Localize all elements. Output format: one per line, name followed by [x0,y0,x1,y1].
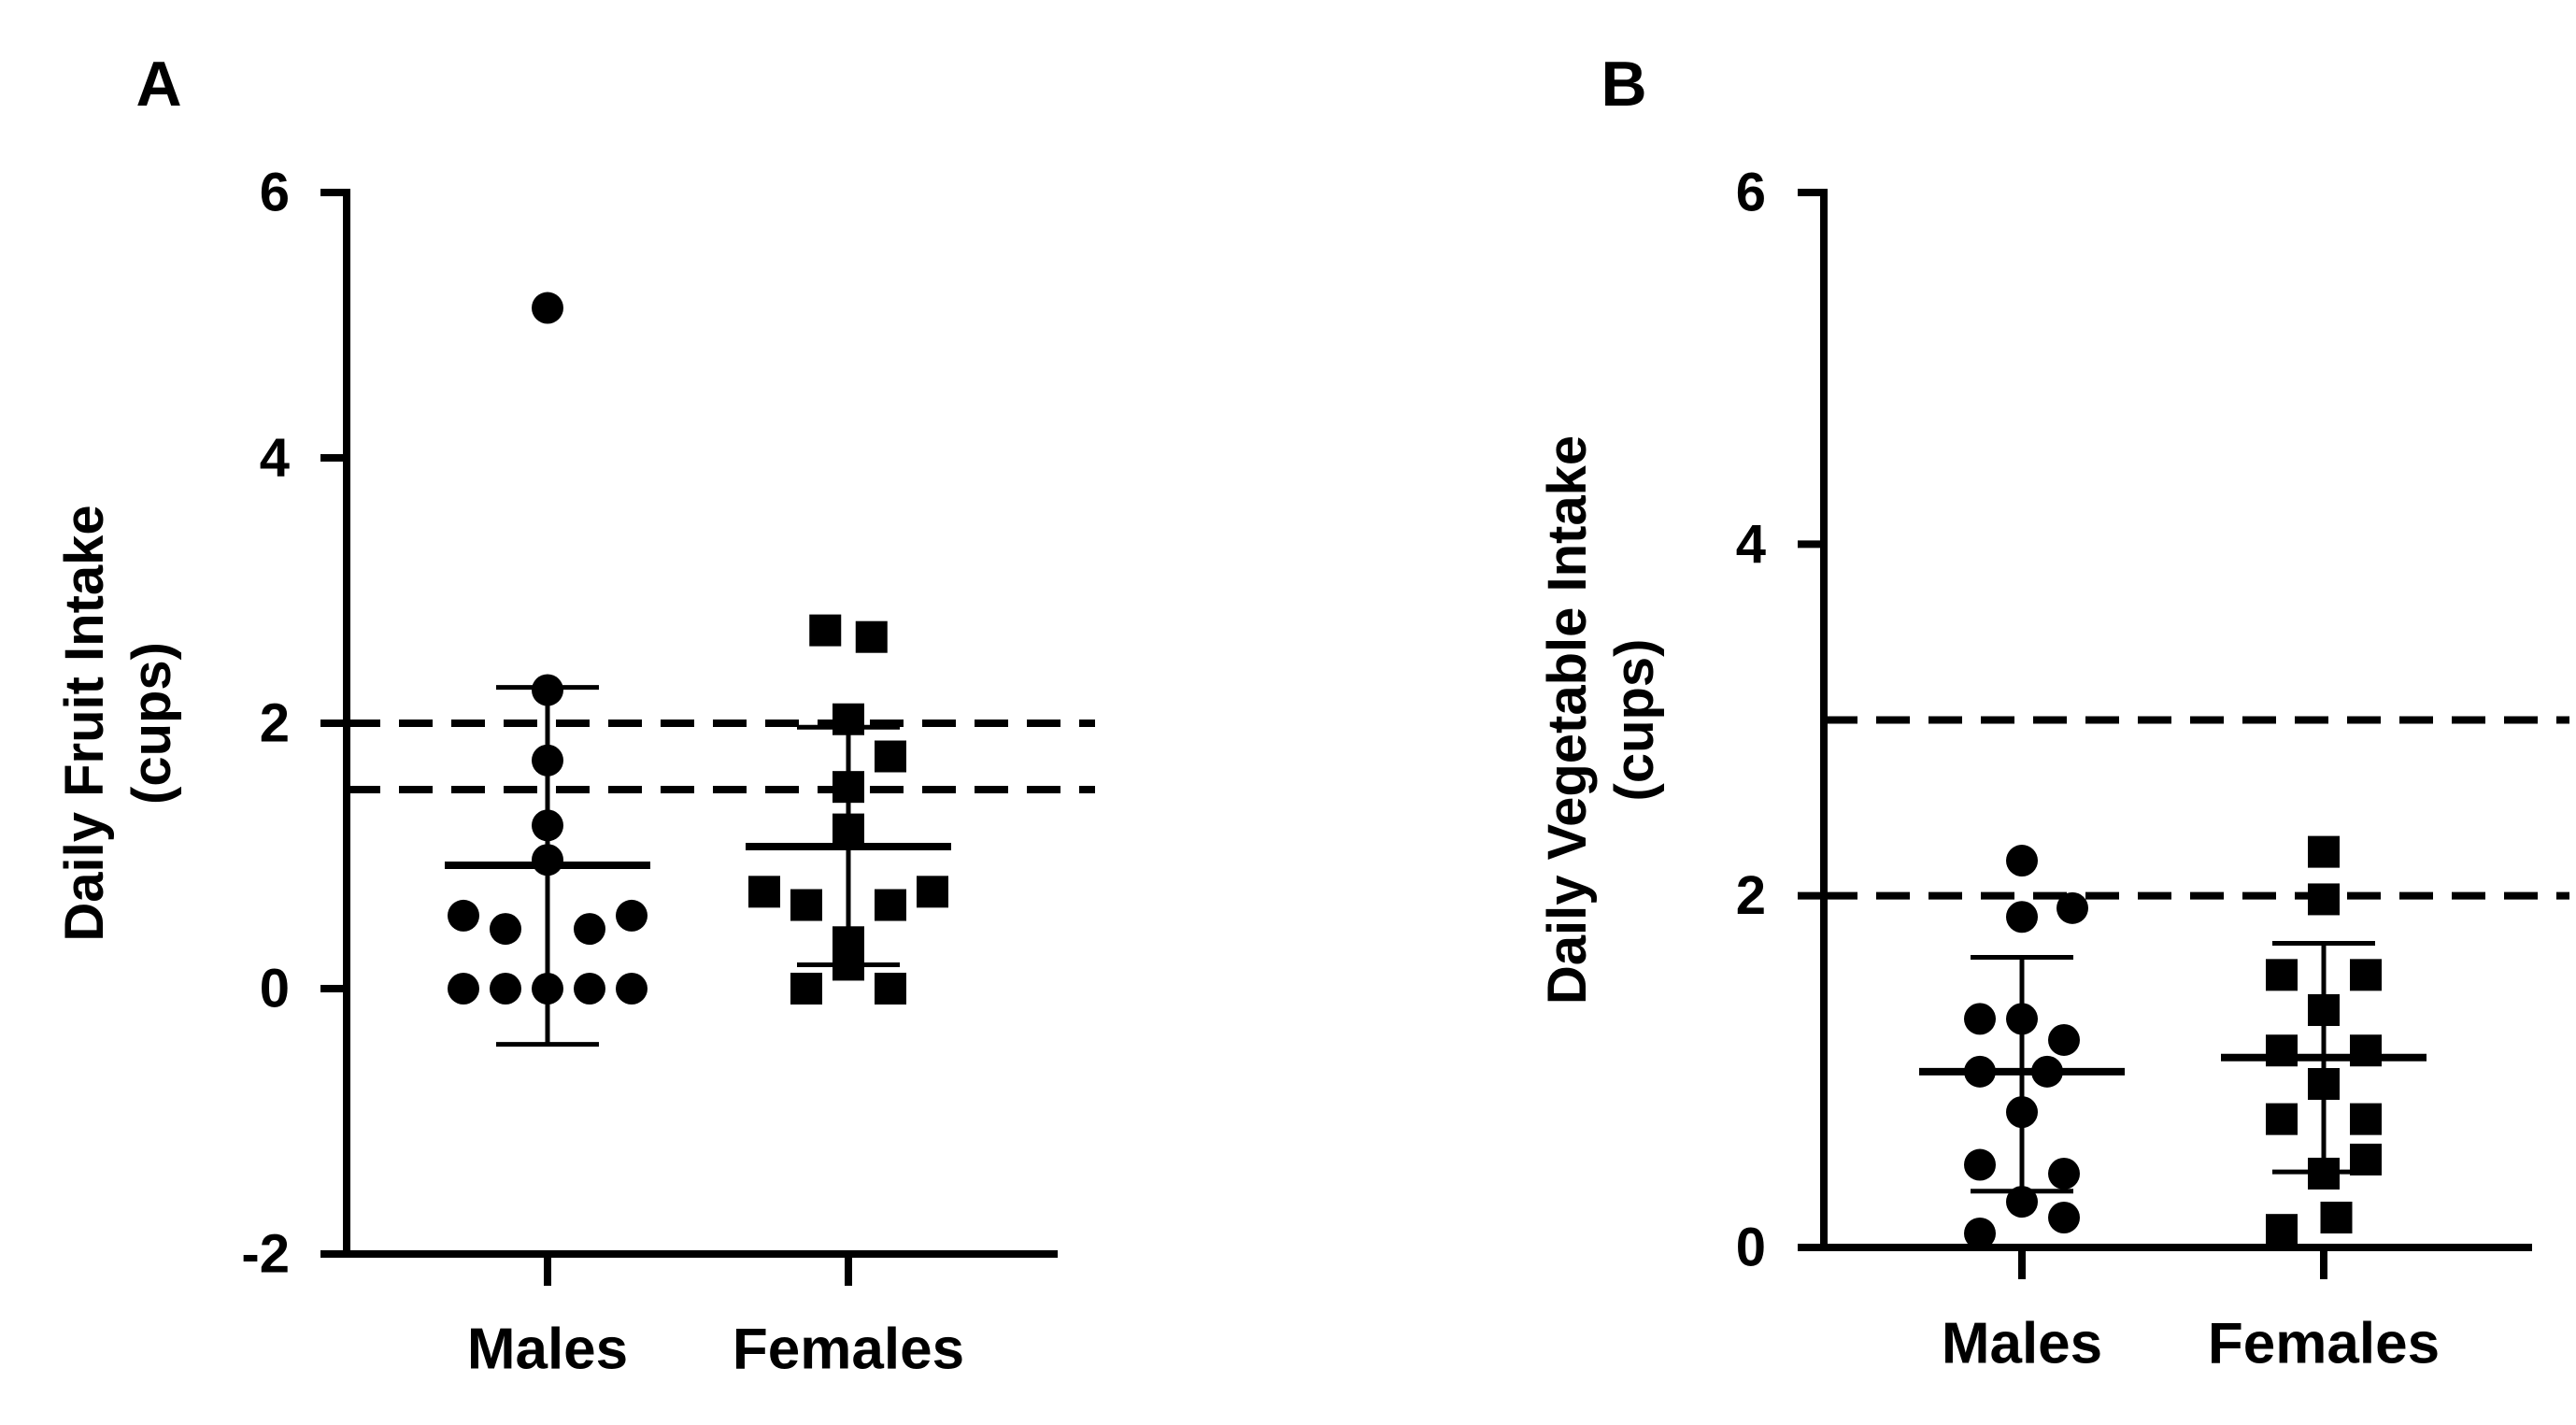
panel-label: A [135,49,181,120]
data-point [2048,1202,2080,1234]
x-tick-label: Males [1942,1312,2102,1376]
data-point [2266,1034,2298,1067]
data-point [448,899,479,932]
data-point [833,703,864,735]
y-axis-label-line2: (cups) [1604,639,1665,802]
x-tick-label: Females [2208,1312,2440,1376]
data-point [2006,1096,2038,1129]
data-point [532,292,563,324]
y-axis-label: Daily Fruit Intake (cups) [54,505,182,941]
x-tick-label: Males [467,1318,628,1382]
y-tick-label: -2 [241,1224,290,1285]
chart-panel-a: A Daily Fruit Intake (cups) -2 0 2 4 6 Males Fema… [54,49,1095,1382]
data-point [2048,1157,2080,1190]
series-males [445,292,650,1047]
x-tick-label: Females [733,1318,964,1382]
data-point [2266,1103,2298,1135]
data-point [2350,1103,2382,1135]
data-point [532,809,563,842]
y-tick-label: 0 [1736,1218,1766,1278]
data-point [833,813,864,846]
series-females [746,614,951,1005]
y-axis-label: Daily Vegetable Intake (cups) [1537,435,1665,1005]
data-point [748,876,780,908]
data-point [875,740,906,773]
data-point [790,973,822,1005]
data-point [875,889,906,921]
data-point [917,876,948,908]
data-point [532,674,563,706]
data-point [1964,1003,1996,1035]
y-tick-label: 0 [260,959,290,1019]
data-point [2350,1034,2382,1067]
chart-panel-b: B Daily Vegetable Intake (cups) 0 2 4 6 Males Fe… [1537,49,2569,1376]
y-tick-label: 6 [260,163,290,223]
data-point [2350,959,2382,991]
data-point [2308,1157,2340,1190]
data-point [790,889,822,921]
data-point [855,620,888,653]
data-point [2308,835,2340,868]
y-tick-label: 4 [1736,514,1766,575]
data-point [2006,901,2038,933]
data-point [616,899,648,932]
data-point [2308,883,2340,916]
data-point [2006,845,2038,877]
data-point [875,973,906,1005]
data-point [448,973,479,1005]
y-tick-label: 2 [260,693,290,754]
y-axis-label-line2: (cups) [121,642,182,805]
data-point [809,614,842,647]
series-males [1919,845,2125,1249]
data-point [2308,1068,2340,1101]
data-point [2006,1186,2038,1218]
data-point [2350,1143,2382,1176]
data-point [532,973,563,1005]
data-point [833,948,864,981]
data-point [574,913,605,946]
data-point [2266,959,2298,991]
data-point [2308,993,2340,1026]
y-tick-label: 6 [1736,163,1766,223]
data-point [1964,1217,1996,1249]
panel-label: B [1601,49,1646,120]
data-point [490,913,521,946]
y-axis-label-line1: Daily Fruit Intake [54,505,115,941]
data-point [2057,891,2088,924]
data-point [490,973,521,1005]
data-point [833,771,864,804]
data-point [2266,1214,2298,1247]
y-tick-label: 4 [260,428,290,489]
data-point [574,973,605,1005]
data-point [616,973,648,1005]
data-point [2048,1023,2080,1056]
y-axis-label-line1: Daily Vegetable Intake [1537,435,1598,1005]
data-point [2320,1202,2353,1234]
y-tick-label: 2 [1736,865,1766,926]
data-point [532,844,563,876]
data-point [1964,1148,1996,1181]
series-females [2221,835,2427,1247]
data-point [2006,1003,2038,1035]
data-point [532,744,563,777]
